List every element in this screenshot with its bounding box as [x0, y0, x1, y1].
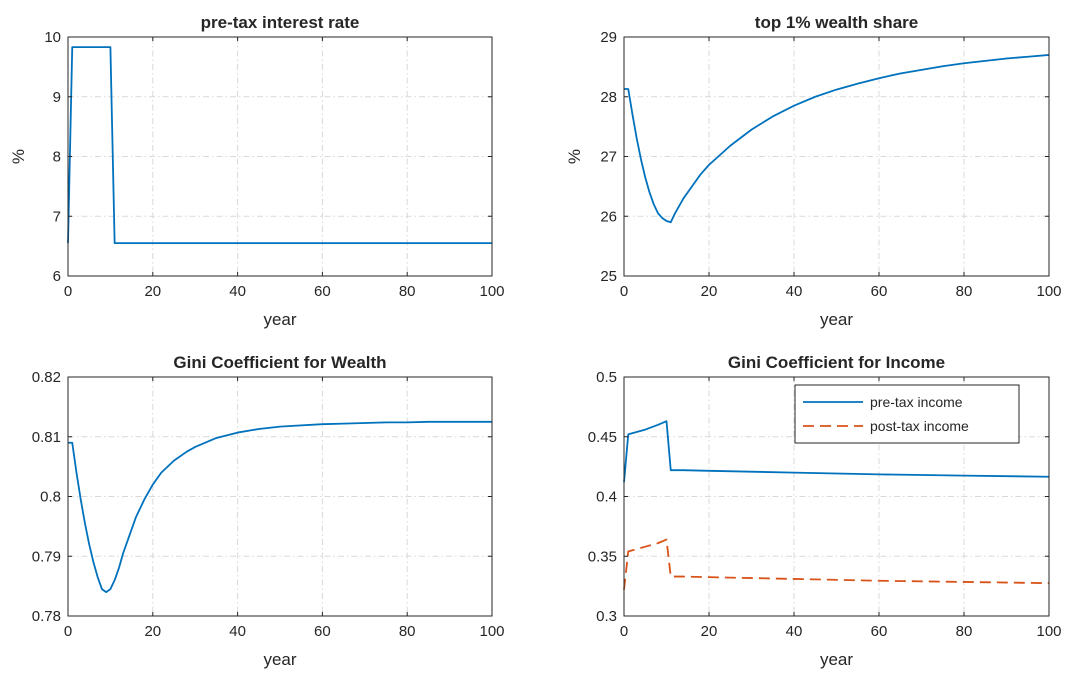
x-tick-label: 0	[64, 623, 72, 640]
y-tick-label: 29	[600, 29, 617, 46]
y-tick-label: 0.5	[596, 369, 617, 386]
chart-title: top 1% wealth share	[755, 13, 918, 32]
x-tick-label: 20	[701, 283, 718, 300]
y-tick-label: 28	[600, 89, 617, 106]
series-line-1	[68, 420, 492, 593]
series-line-1	[624, 54, 1050, 224]
y-tick-label: 0.35	[588, 548, 617, 565]
y-axis-label: %	[9, 149, 28, 164]
chart-title: pre-tax interest rate	[201, 13, 360, 32]
y-tick-label: 0.82	[32, 369, 61, 386]
x-tick-label: 40	[229, 623, 246, 640]
series-line-2	[623, 538, 1050, 590]
x-axis-label: year	[263, 310, 296, 329]
x-tick-label: 80	[399, 283, 416, 300]
x-tick-label: 40	[229, 283, 246, 300]
chart-panel-3: 0 20 40 60 80 100 0.78 0.79 0.8 0.81 0.82 Gini Coef…	[32, 353, 505, 669]
y-tick-label: 9	[53, 89, 61, 106]
y-tick-label: 0.8	[40, 489, 61, 506]
x-tick-label: 60	[871, 283, 888, 300]
series-line-1	[67, 46, 492, 245]
x-tick-label: 100	[1036, 623, 1061, 640]
chart-panel-4: 0 20 40 60 80 100 0.3 0.35 0.4 0.45 0.5 Gini Coeffi…	[588, 353, 1062, 669]
y-axis-label: %	[565, 149, 584, 164]
y-tick-label: 6	[53, 268, 61, 285]
x-tick-label: 20	[144, 283, 161, 300]
x-tick-label: 0	[620, 623, 628, 640]
chart-title: Gini Coefficient for Wealth	[173, 353, 386, 372]
x-tick-label: 20	[701, 623, 718, 640]
x-tick-label: 60	[314, 283, 331, 300]
x-tick-label: 0	[620, 283, 628, 300]
legend-label: pre-tax income	[870, 394, 963, 410]
y-tick-label: 27	[600, 149, 617, 166]
x-tick-label: 80	[399, 623, 416, 640]
x-tick-label: 0	[64, 283, 72, 300]
y-tick-label: 0.78	[32, 608, 61, 625]
y-tick-label: 0.79	[32, 548, 61, 565]
x-axis-label: year	[263, 650, 296, 669]
x-tick-label: 100	[1036, 283, 1061, 300]
x-tick-label: 40	[786, 283, 803, 300]
legend-box	[794, 384, 1020, 444]
y-tick-label: 0.4	[596, 489, 617, 506]
legend-label: post-tax income	[870, 418, 969, 434]
chart-panel-1: 0 20 40 60 80 100 6 7 8 9 10 pre-tax interest rate y…	[9, 13, 505, 329]
series-line-1	[623, 420, 1050, 483]
x-tick-label: 80	[956, 623, 973, 640]
x-tick-label: 100	[479, 623, 504, 640]
x-axis-label: year	[820, 650, 853, 669]
x-tick-label: 60	[314, 623, 331, 640]
y-tick-label: 8	[53, 149, 61, 166]
y-tick-label: 7	[53, 208, 61, 225]
y-tick-label: 0.81	[32, 429, 61, 446]
x-tick-label: 60	[871, 623, 888, 640]
y-tick-label: 0.45	[588, 429, 617, 446]
y-tick-label: 10	[44, 29, 61, 46]
y-tick-label: 0.3	[596, 608, 617, 625]
chart-title: Gini Coefficient for Income	[728, 353, 945, 372]
chart-panel-2: 0 20 40 60 80 100 25 26 27 28 29 top 1% wealth shar…	[565, 13, 1062, 329]
x-tick-label: 20	[144, 623, 161, 640]
legend: pre-tax income post-tax income	[794, 384, 1020, 444]
x-tick-label: 100	[479, 283, 504, 300]
x-tick-label: 80	[956, 283, 973, 300]
y-tick-label: 26	[600, 208, 617, 225]
x-tick-label: 40	[786, 623, 803, 640]
x-axis-label: year	[820, 310, 853, 329]
y-tick-label: 25	[600, 268, 617, 285]
